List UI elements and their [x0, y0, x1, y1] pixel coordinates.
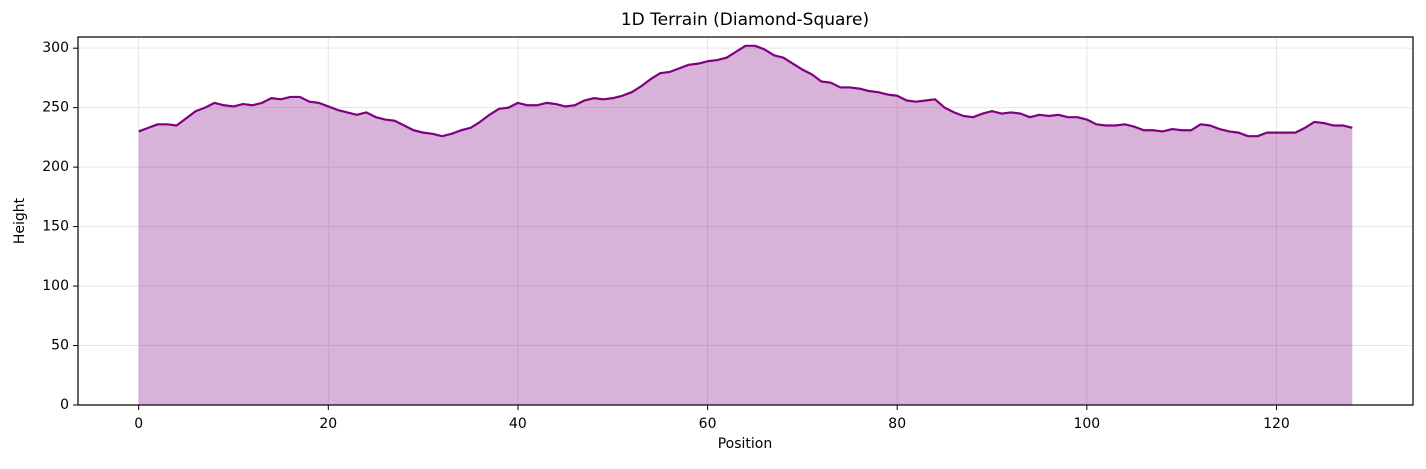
x-tick-label: 120 — [1263, 416, 1290, 432]
x-tick-label: 100 — [1073, 416, 1100, 432]
x-axis-label: Position — [718, 436, 773, 452]
x-tick-label: 40 — [509, 416, 527, 432]
x-tick-label: 0 — [134, 416, 143, 432]
area-fill — [138, 45, 1353, 406]
y-tick-label: 250 — [42, 100, 69, 116]
line — [138, 44, 1353, 138]
y-tick-label: 100 — [42, 278, 69, 294]
chart-title: 1D Terrain (Diamond-Square) — [621, 10, 869, 30]
y-tick-label: 200 — [42, 159, 69, 175]
y-tick-label: 50 — [51, 338, 69, 354]
x-tick-label: 60 — [699, 416, 717, 432]
x-tick-label: 80 — [888, 416, 906, 432]
x-tick-label: 20 — [319, 416, 337, 432]
y-tick-label: 0 — [60, 397, 69, 413]
plot-frame — [77, 36, 1414, 406]
y-tick-label: 300 — [42, 40, 69, 56]
y-axis-label: Height — [12, 197, 28, 244]
y-tick-label: 150 — [42, 219, 69, 235]
